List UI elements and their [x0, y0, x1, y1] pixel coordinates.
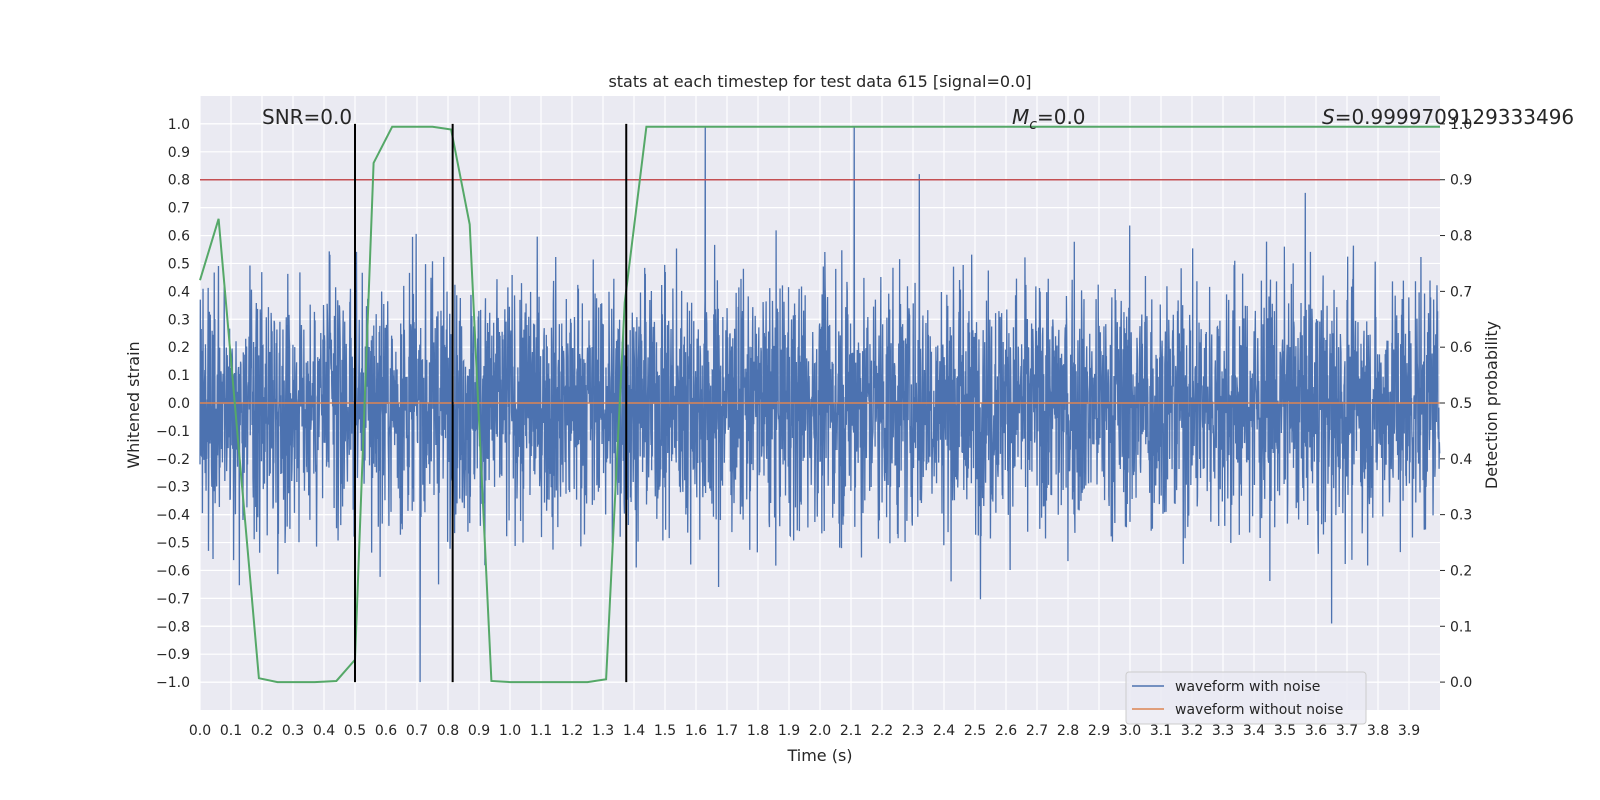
y2-axis-label: Detection probability: [1482, 321, 1501, 489]
chirp-mass-subscript: c: [1029, 117, 1037, 133]
y2-tick-label: 0.6: [1450, 340, 1472, 356]
x-tick-label: 3.5: [1274, 723, 1296, 739]
y-axis-label: Whitened strain: [124, 341, 143, 468]
x-tick-label: 0.4: [313, 723, 335, 739]
chirp-mass-symbol: M: [1012, 105, 1029, 129]
y-tick-label: −0.7: [156, 591, 190, 607]
legend-label-waveform-without-noise: waveform without noise: [1175, 702, 1343, 718]
y-tick-label: −0.4: [156, 508, 190, 524]
x-tick-label: 0.7: [406, 723, 428, 739]
x-tick-label: 3.2: [1181, 723, 1203, 739]
x-tick-label: 0.9: [468, 723, 490, 739]
y2-axis-ticks: 1.0 0.9 0.8 0.7 0.6 0.5 0.4 0.3 0.2 0.1 0.0: [1440, 117, 1472, 691]
x-tick-label: 3.6: [1305, 723, 1327, 739]
x-tick-label: 2.8: [1057, 723, 1079, 739]
x-tick-label: 0.5: [344, 723, 366, 739]
x-tick-label: 3.1: [1150, 723, 1172, 739]
score-annotation: S=0.9999709129333496: [1322, 105, 1574, 129]
series-waveform-with-noise: [199, 126, 1441, 683]
x-tick-label: 0.8: [437, 723, 459, 739]
x-tick-label: 0.0: [189, 723, 211, 739]
x-tick-label: 2.6: [995, 723, 1017, 739]
y-tick-label: 0.1: [168, 368, 190, 384]
snr-annotation: SNR=0.0: [262, 105, 352, 129]
x-tick-label: 3.0: [1119, 723, 1141, 739]
y2-tick-label: 0.2: [1450, 563, 1472, 579]
chirp-mass-annotation: Mc=0.0: [1012, 105, 1086, 133]
y-tick-label: 0.7: [168, 201, 190, 217]
x-tick-label: 1.7: [716, 723, 738, 739]
x-tick-label: 2.0: [809, 723, 831, 739]
y-tick-label: 0.6: [168, 229, 190, 245]
x-tick-label: 1.6: [685, 723, 707, 739]
y-tick-label: 0.0: [168, 396, 190, 412]
legend: waveform with noise waveform without noi…: [1125, 671, 1367, 725]
y-tick-label: −0.2: [156, 452, 190, 468]
x-tick-label: 3.9: [1398, 723, 1420, 739]
y-tick-label: −0.8: [156, 619, 190, 635]
y2-tick-label: 0.4: [1450, 452, 1472, 468]
x-tick-label: 2.5: [964, 723, 986, 739]
series-detection-probability: [199, 125, 1440, 684]
x-tick-label: 0.1: [220, 723, 242, 739]
x-tick-label: 1.9: [778, 723, 800, 739]
x-tick-label: 1.5: [654, 723, 676, 739]
y-tick-label: 0.2: [168, 340, 190, 356]
score-symbol: S: [1322, 105, 1335, 129]
x-tick-label: 1.0: [499, 723, 521, 739]
y2-tick-label: 0.3: [1450, 508, 1472, 524]
y-tick-label: −1.0: [156, 675, 190, 691]
x-axis-label: Time (s): [786, 746, 852, 765]
x-tick-label: 3.7: [1336, 723, 1358, 739]
y-tick-label: 0.8: [168, 173, 190, 189]
y-tick-label: 0.3: [168, 312, 190, 328]
x-axis-ticks: 0.0 0.1 0.2 0.3 0.4 0.5 0.6 0.7 0.8 0.9 1.0 1.1 1.2 1…: [189, 723, 1420, 739]
score-value: =0.9999709129333496: [1335, 105, 1574, 129]
y2-tick-label: 0.0: [1450, 675, 1472, 691]
legend-box: [1125, 671, 1367, 725]
x-tick-label: 3.3: [1212, 723, 1234, 739]
y-tick-label: −0.5: [156, 536, 190, 552]
y-tick-label: −0.6: [156, 563, 190, 579]
y2-tick-label: 1.0: [1450, 117, 1472, 133]
x-tick-label: 1.3: [592, 723, 614, 739]
y2-tick-label: 0.9: [1450, 173, 1472, 189]
x-tick-label: 2.4: [933, 723, 955, 739]
y2-tick-label: 0.7: [1450, 284, 1472, 300]
y-axis-ticks: 1.0 0.9 0.8 0.7 0.6 0.5 0.4 0.3 0.2 0.1 0.0 −0.1 −0.…: [156, 117, 190, 691]
chirp-mass-value: =0.0: [1037, 105, 1086, 129]
y-tick-label: 1.0: [168, 117, 190, 133]
y-tick-label: 0.9: [168, 145, 190, 161]
chart-title: stats at each timestep for test data 615…: [608, 72, 1031, 91]
x-tick-label: 2.7: [1026, 723, 1048, 739]
y2-tick-label: 0.5: [1450, 396, 1472, 412]
x-tick-label: 3.4: [1243, 723, 1265, 739]
x-tick-label: 1.2: [561, 723, 583, 739]
y-tick-label: −0.9: [156, 647, 190, 663]
x-tick-label: 3.8: [1367, 723, 1389, 739]
legend-label-waveform-with-noise: waveform with noise: [1175, 679, 1320, 695]
y-tick-label: 0.5: [168, 256, 190, 272]
data-layer: [199, 125, 1441, 684]
x-tick-label: 2.3: [902, 723, 924, 739]
x-tick-label: 2.9: [1088, 723, 1110, 739]
x-tick-label: 2.1: [840, 723, 862, 739]
x-tick-label: 2.2: [871, 723, 893, 739]
x-tick-label: 1.4: [623, 723, 645, 739]
y-tick-label: −0.3: [156, 480, 190, 496]
y-tick-label: −0.1: [156, 424, 190, 440]
y2-tick-label: 0.8: [1450, 229, 1472, 245]
x-tick-label: 0.6: [375, 723, 397, 739]
marker-lines: [354, 123, 628, 683]
x-tick-label: 1.1: [530, 723, 552, 739]
x-tick-label: 0.3: [282, 723, 304, 739]
y-tick-label: 0.4: [168, 284, 190, 300]
y2-tick-label: 0.1: [1450, 619, 1472, 635]
x-tick-label: 1.8: [747, 723, 769, 739]
x-tick-label: 0.2: [251, 723, 273, 739]
